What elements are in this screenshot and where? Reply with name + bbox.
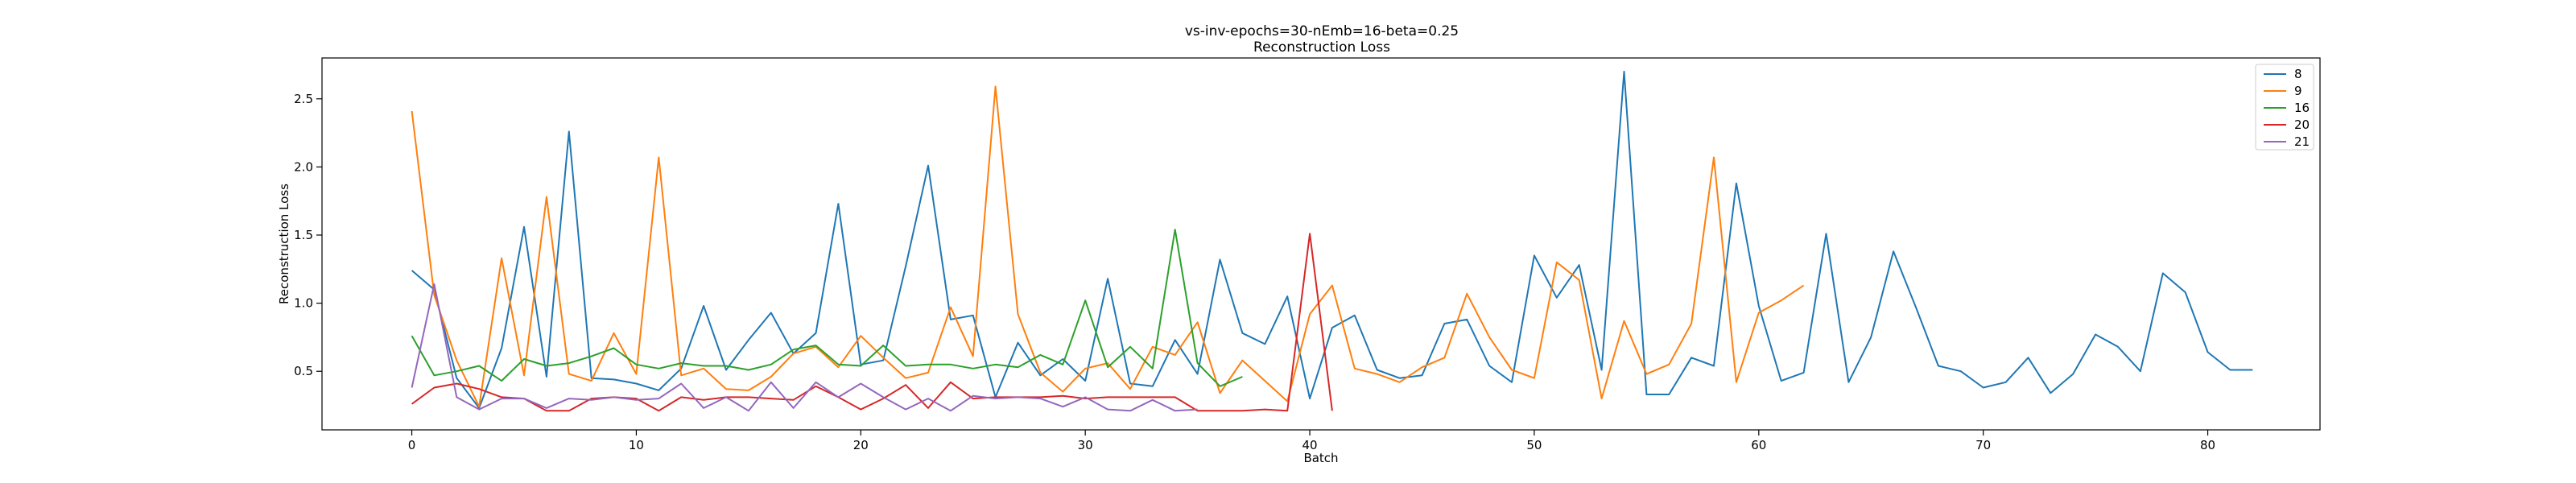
legend-label: 16	[2294, 101, 2310, 115]
y-tick-label: 0.5	[294, 364, 313, 378]
x-tick-label: 50	[1526, 438, 1542, 452]
series-line-20	[411, 233, 1333, 412]
series-line-9	[411, 85, 1805, 408]
legend-label: 8	[2294, 67, 2302, 81]
x-tick-label: 10	[629, 438, 644, 452]
y-tick-label: 2.0	[294, 159, 313, 174]
x-axis-label: Batch	[1303, 451, 1338, 465]
y-tick-label: 1.5	[294, 228, 313, 242]
y-axis-ticks: 0.5 1.0 1.5 2.0 2.5	[294, 92, 322, 378]
legend-label: 9	[2294, 84, 2302, 98]
x-tick-label: 40	[1302, 438, 1318, 452]
x-axis-ticks: 0 10 20 30 40 50 60 70 80	[408, 430, 2215, 452]
series-line-16	[411, 229, 1243, 387]
x-tick-label: 80	[2200, 438, 2215, 452]
legend-label: 21	[2294, 134, 2310, 149]
series-line-8	[411, 70, 2253, 409]
chart-title: vs-inv-epochs=30-nEmb=16-beta=0.25	[1185, 23, 1459, 39]
chart-subtitle: Reconstruction Loss	[1253, 39, 1390, 56]
plot-lines	[411, 70, 2253, 412]
x-tick-label: 20	[853, 438, 869, 452]
x-tick-label: 60	[1751, 438, 1766, 452]
legend-label: 20	[2294, 118, 2310, 132]
legend: 8 9 16 20 21	[2255, 64, 2314, 151]
y-axis-label: Reconstruction Loss	[277, 184, 291, 304]
x-tick-label: 0	[408, 438, 416, 452]
x-tick-label: 70	[1975, 438, 1991, 452]
plot-frame	[321, 57, 2321, 431]
series-line-21	[411, 283, 1198, 412]
x-tick-label: 30	[1078, 438, 1093, 452]
y-tick-label: 1.0	[294, 296, 313, 311]
y-tick-label: 2.5	[294, 92, 313, 106]
